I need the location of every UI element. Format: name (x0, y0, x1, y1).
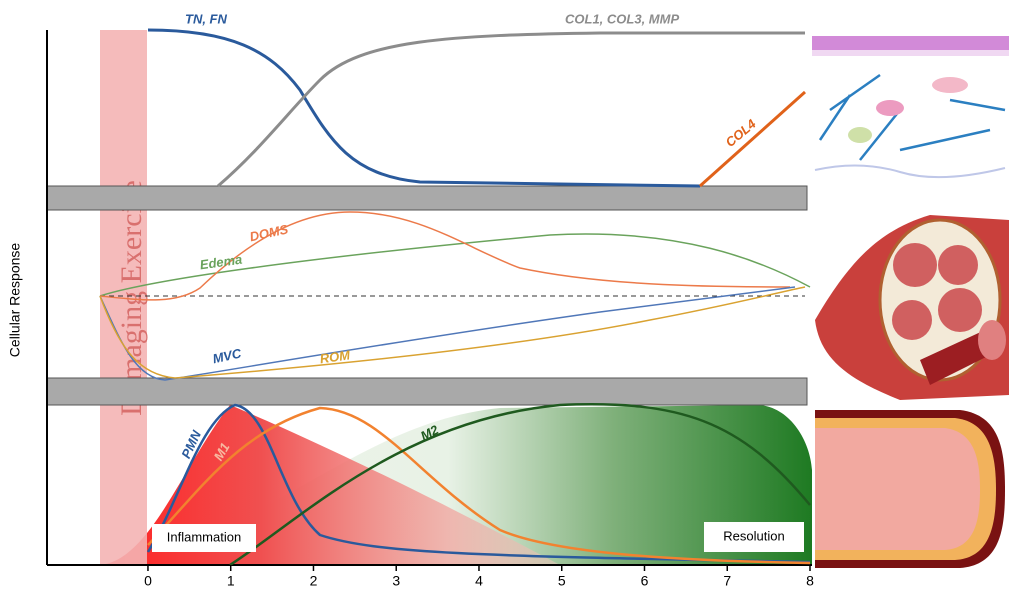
curve-label: MVC (211, 345, 243, 366)
phase-label: Resolution (723, 528, 784, 543)
fiber-illustration (815, 410, 1005, 568)
curve-label: COL1, COL3, MMP (565, 11, 679, 26)
x-tick-label: 3 (392, 573, 400, 589)
curve-label: DOMS (248, 221, 290, 244)
ecm-illustration (812, 36, 1009, 177)
x-tick-label: 8 (806, 573, 814, 589)
rom-curve (100, 287, 805, 378)
panel-separator (47, 378, 807, 405)
x-tick-label: 1 (227, 573, 235, 589)
curve-label: TN, FN (185, 11, 227, 26)
curve-label: COL4 (722, 116, 759, 150)
muscle-illustration (815, 215, 1009, 400)
x-tick-label: 5 (558, 573, 566, 589)
curve-label: ROM (319, 347, 352, 366)
mvc-curve (100, 287, 795, 380)
col4-curve (700, 92, 805, 186)
phase-label: Inflammation (167, 529, 241, 544)
panel-separator (47, 186, 807, 210)
curve-label: Edema (199, 252, 243, 273)
x-tick-label: 4 (475, 573, 483, 589)
col-curve (218, 33, 805, 186)
x-tick-label: 2 (310, 573, 318, 589)
tn-fn-curve (148, 30, 700, 186)
x-tick-label: 6 (641, 573, 649, 589)
x-tick-label: 7 (723, 573, 731, 589)
x-tick-label: 0 (144, 573, 152, 589)
y-axis-label: Cellular Response (7, 243, 23, 358)
figure: Damaging Exercise Cellular Response Infl… (0, 0, 1009, 592)
